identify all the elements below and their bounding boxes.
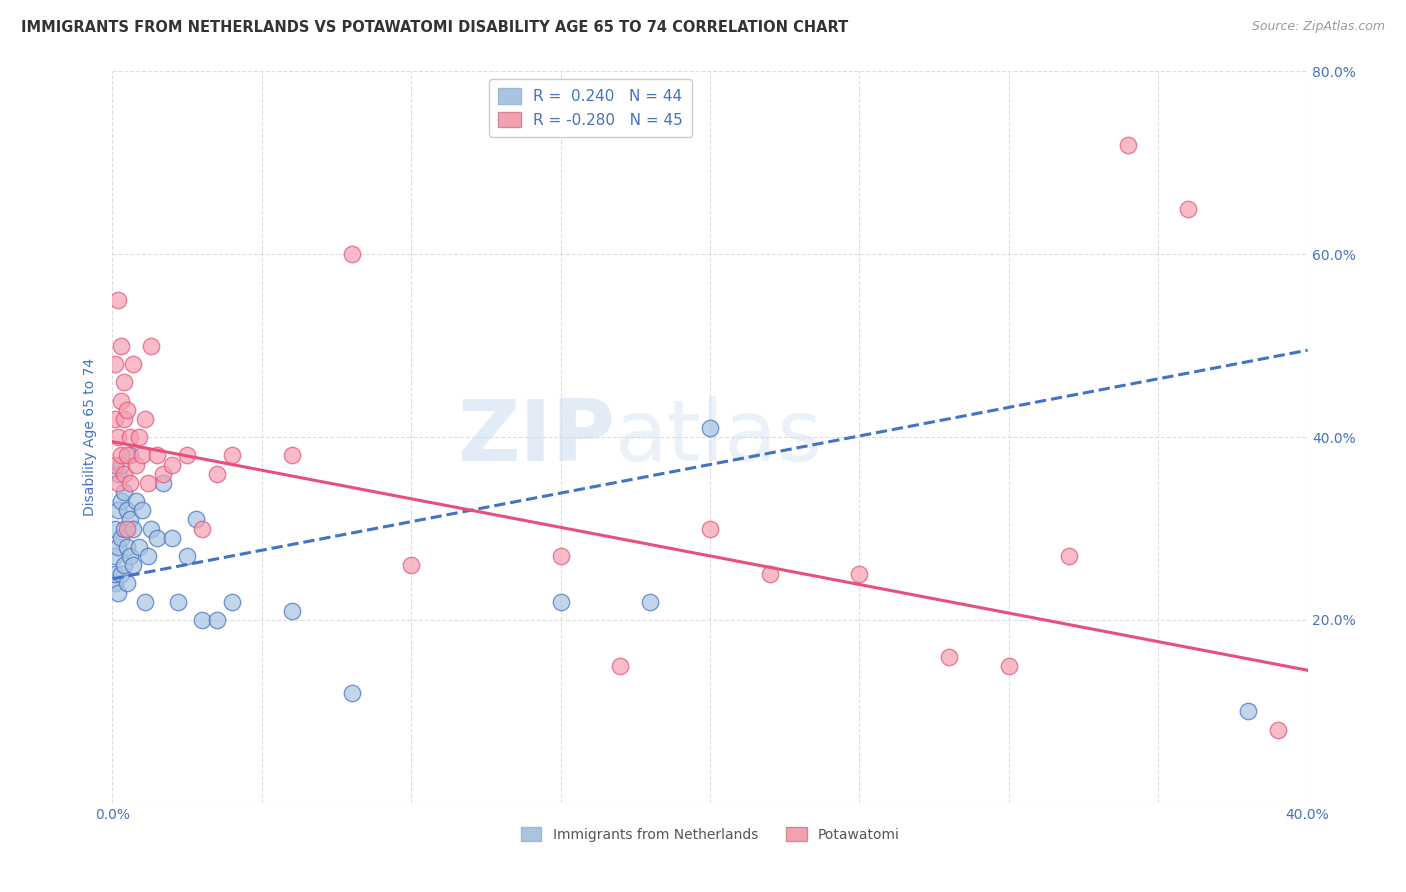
Point xyxy=(138,549,160,563)
Point xyxy=(107,430,129,444)
Point xyxy=(1237,705,1260,719)
Point xyxy=(340,686,363,700)
Point xyxy=(221,594,243,608)
Point xyxy=(114,375,135,389)
Point xyxy=(114,485,135,500)
Point xyxy=(340,247,363,261)
Point xyxy=(117,576,139,591)
Point xyxy=(107,293,129,307)
Text: ZIP: ZIP xyxy=(457,395,614,479)
Point xyxy=(104,412,127,426)
Point xyxy=(107,467,129,481)
Point xyxy=(131,503,153,517)
Point xyxy=(110,494,132,508)
Text: atlas: atlas xyxy=(614,395,823,479)
Point xyxy=(128,430,150,444)
Point xyxy=(120,475,142,490)
Point xyxy=(162,458,183,472)
Point xyxy=(107,475,129,490)
Point xyxy=(699,521,721,535)
Point xyxy=(1177,202,1199,216)
Point xyxy=(117,540,139,554)
Point xyxy=(107,585,129,599)
Point xyxy=(141,338,163,352)
Point xyxy=(131,448,153,462)
Point xyxy=(104,521,127,535)
Point xyxy=(110,567,132,582)
Point xyxy=(699,421,721,435)
Point xyxy=(1118,137,1140,152)
Point xyxy=(191,521,214,535)
Point xyxy=(120,549,142,563)
Y-axis label: Disability Age 65 to 74: Disability Age 65 to 74 xyxy=(83,358,97,516)
Point xyxy=(125,458,148,472)
Point xyxy=(110,531,132,545)
Point xyxy=(167,594,190,608)
Point xyxy=(114,467,135,481)
Point xyxy=(609,658,631,673)
Point xyxy=(759,567,782,582)
Point xyxy=(128,540,150,554)
Point xyxy=(107,540,129,554)
Point xyxy=(120,448,142,462)
Point xyxy=(152,467,174,481)
Point xyxy=(114,558,135,573)
Point xyxy=(550,594,572,608)
Point xyxy=(640,594,662,608)
Point xyxy=(998,658,1021,673)
Point xyxy=(176,549,198,563)
Point xyxy=(141,521,163,535)
Point xyxy=(281,604,304,618)
Point xyxy=(205,613,228,627)
Point xyxy=(104,458,127,472)
Point xyxy=(110,338,132,352)
Point xyxy=(110,393,132,408)
Point xyxy=(401,558,423,573)
Point xyxy=(205,467,228,481)
Text: IMMIGRANTS FROM NETHERLANDS VS POTAWATOMI DISABILITY AGE 65 TO 74 CORRELATION CH: IMMIGRANTS FROM NETHERLANDS VS POTAWATOM… xyxy=(21,20,848,35)
Point xyxy=(104,567,127,582)
Point xyxy=(110,458,132,472)
Point xyxy=(1057,549,1080,563)
Point xyxy=(162,531,183,545)
Point xyxy=(104,357,127,371)
Point xyxy=(221,448,243,462)
Point xyxy=(110,448,132,462)
Point xyxy=(186,512,208,526)
Point xyxy=(176,448,198,462)
Point xyxy=(550,549,572,563)
Point xyxy=(117,503,139,517)
Point xyxy=(191,613,214,627)
Point xyxy=(281,448,304,462)
Point xyxy=(938,649,960,664)
Point xyxy=(114,412,135,426)
Point xyxy=(125,494,148,508)
Point xyxy=(138,475,160,490)
Point xyxy=(107,503,129,517)
Point xyxy=(122,357,145,371)
Point xyxy=(122,558,145,573)
Point xyxy=(152,475,174,490)
Text: Source: ZipAtlas.com: Source: ZipAtlas.com xyxy=(1251,20,1385,33)
Legend: Immigrants from Netherlands, Potawatomi: Immigrants from Netherlands, Potawatomi xyxy=(515,822,905,847)
Point xyxy=(104,549,127,563)
Point xyxy=(146,531,169,545)
Point xyxy=(134,594,156,608)
Point xyxy=(120,430,142,444)
Point xyxy=(114,521,135,535)
Point xyxy=(117,448,139,462)
Point xyxy=(104,576,127,591)
Point xyxy=(848,567,870,582)
Point xyxy=(122,521,145,535)
Point xyxy=(146,448,169,462)
Point xyxy=(134,412,156,426)
Point xyxy=(117,521,139,535)
Point xyxy=(1267,723,1289,737)
Point xyxy=(117,402,139,417)
Point xyxy=(120,512,142,526)
